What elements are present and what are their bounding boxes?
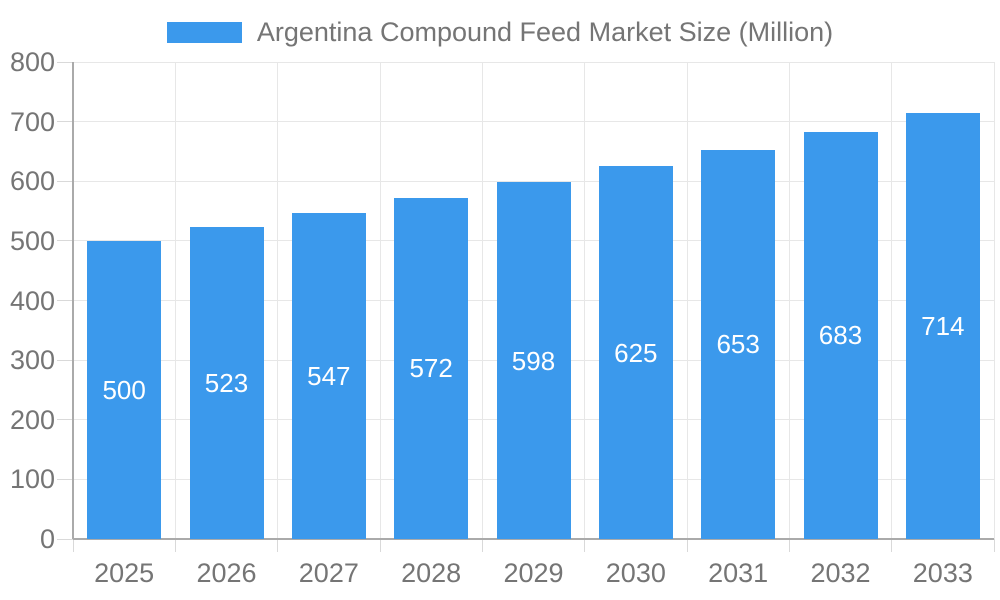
x-axis-tick-label: 2030 xyxy=(605,558,666,588)
bar: 625 xyxy=(598,166,673,539)
bar-value-label: 683 xyxy=(818,320,863,351)
x-gridline xyxy=(891,62,893,539)
y-axis-tick xyxy=(57,61,73,63)
y-axis-tick xyxy=(57,180,73,182)
x-gridline xyxy=(379,62,381,539)
x-axis-tick xyxy=(993,539,995,552)
x-axis-tick-label: 2031 xyxy=(708,558,769,588)
x-axis-tick xyxy=(174,539,176,552)
bar: 547 xyxy=(291,212,366,539)
y-axis-tick xyxy=(57,240,73,242)
x-axis-tick-label: 2032 xyxy=(810,558,871,588)
x-axis-tick-label: 2027 xyxy=(298,558,359,588)
bar-value-label: 598 xyxy=(511,345,556,376)
x-gridline xyxy=(481,62,483,539)
bar-value-label: 714 xyxy=(921,311,965,342)
bar: 714 xyxy=(905,113,980,539)
x-axis-tick-label: 2028 xyxy=(401,558,462,588)
y-axis-tick-label: 800 xyxy=(9,47,55,77)
y-axis-tick xyxy=(57,538,73,540)
y-axis-tick xyxy=(57,359,73,361)
x-axis-tick-label: 2026 xyxy=(196,558,257,588)
y-axis-tick xyxy=(57,478,73,480)
bar-value-label: 572 xyxy=(409,353,453,384)
legend: Argentina Compound Feed Market Size (Mil… xyxy=(0,14,1000,50)
y-gridline xyxy=(73,121,994,123)
x-gridline xyxy=(584,62,586,539)
bar-value-label: 653 xyxy=(716,329,760,360)
x-gridline xyxy=(686,62,688,539)
legend-label: Argentina Compound Feed Market Size (Mil… xyxy=(256,16,834,47)
bar: 523 xyxy=(189,227,264,539)
bar: 572 xyxy=(394,197,469,539)
y-axis-line xyxy=(72,62,74,539)
bar-value-label: 547 xyxy=(307,360,351,391)
y-axis-tick-label: 300 xyxy=(9,345,55,376)
bar: 598 xyxy=(496,182,571,539)
bar-value-label: 523 xyxy=(204,368,249,399)
x-axis-tick xyxy=(788,539,790,552)
y-axis-tick-label: 400 xyxy=(9,285,55,316)
bar-value-label: 500 xyxy=(102,374,146,405)
x-axis-tick xyxy=(584,539,586,552)
x-axis-tick-label: 2025 xyxy=(94,558,155,588)
x-axis-tick-label: 2033 xyxy=(912,558,973,588)
y-axis-tick-label: 0 xyxy=(39,524,55,554)
x-axis-tick xyxy=(481,539,483,552)
x-axis-tick xyxy=(891,539,893,552)
y-axis-tick-label: 600 xyxy=(9,166,55,197)
y-axis-tick xyxy=(57,419,73,421)
y-axis-tick xyxy=(57,121,73,123)
y-gridline xyxy=(73,61,994,63)
x-axis-tick-label: 2029 xyxy=(503,558,564,588)
bar: 653 xyxy=(701,149,776,539)
y-axis-tick-label: 500 xyxy=(9,225,55,256)
y-axis-tick-label: 200 xyxy=(9,404,55,435)
x-gridline xyxy=(174,62,176,539)
x-axis-tick xyxy=(686,539,688,552)
bar: 500 xyxy=(87,240,162,539)
x-axis-tick xyxy=(277,539,279,552)
x-axis-tick xyxy=(379,539,381,552)
y-axis-tick-label: 700 xyxy=(9,106,55,137)
legend-swatch xyxy=(166,21,242,43)
x-gridline xyxy=(277,62,279,539)
y-axis-tick xyxy=(57,300,73,301)
y-gridline xyxy=(73,180,994,182)
x-axis-line xyxy=(73,538,994,540)
bar-value-label: 625 xyxy=(614,337,658,368)
x-axis-tick xyxy=(72,539,74,552)
x-gridline xyxy=(993,62,995,539)
x-gridline xyxy=(788,62,790,539)
y-axis-tick-label: 100 xyxy=(9,464,55,495)
bar: 683 xyxy=(803,131,878,539)
